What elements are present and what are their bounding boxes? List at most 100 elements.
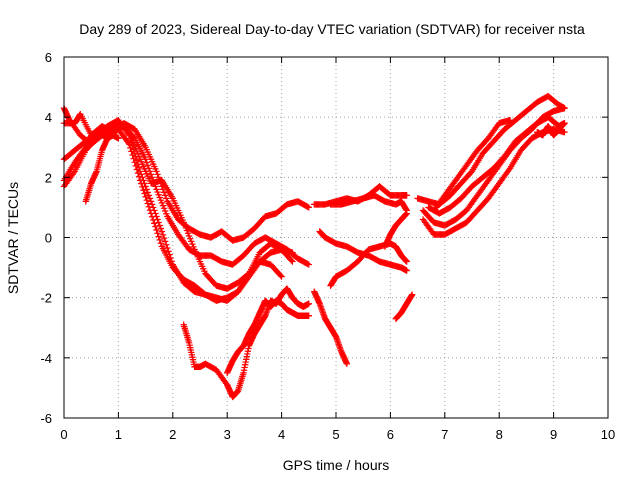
data-point xyxy=(288,257,295,264)
data-point xyxy=(158,183,166,190)
data-point xyxy=(154,171,161,178)
data-point xyxy=(146,168,154,175)
data-point xyxy=(142,193,149,201)
x-tick-label: 1 xyxy=(115,427,122,442)
data-point xyxy=(304,260,311,268)
data-point xyxy=(154,230,161,237)
data-point xyxy=(305,204,312,211)
data-point xyxy=(147,171,155,178)
data-point xyxy=(150,216,157,224)
data-point xyxy=(305,300,312,307)
data-point xyxy=(155,219,162,226)
axis-ticks xyxy=(63,56,609,419)
data-point xyxy=(144,189,151,196)
data-point xyxy=(126,141,133,148)
series-track-6 xyxy=(82,132,122,205)
data-point xyxy=(129,151,136,159)
data-point xyxy=(136,177,144,184)
data-point xyxy=(561,129,568,136)
series-track-5 xyxy=(60,110,312,244)
data-point xyxy=(165,248,172,255)
series-track-15 xyxy=(392,291,416,322)
data-point xyxy=(156,177,163,184)
series-track-20 xyxy=(430,116,514,214)
x-tick-label: 6 xyxy=(387,427,394,442)
data-point xyxy=(143,159,150,166)
data-point xyxy=(147,198,155,205)
data-point xyxy=(289,258,296,265)
data-point xyxy=(146,206,154,214)
data-point xyxy=(150,177,157,184)
data-point xyxy=(403,192,410,199)
series-track-9 xyxy=(311,288,351,368)
x-tick-label: 4 xyxy=(278,427,285,442)
y-tick-label: 2 xyxy=(45,170,52,185)
data-points xyxy=(60,92,568,401)
data-point xyxy=(142,156,149,163)
series-track-16 xyxy=(414,92,568,208)
data-point xyxy=(140,187,147,194)
data-point xyxy=(146,195,154,202)
data-point xyxy=(159,186,167,193)
data-point xyxy=(408,291,416,298)
data-point xyxy=(130,133,137,141)
data-point xyxy=(145,192,153,199)
data-point xyxy=(155,233,162,240)
data-point xyxy=(305,312,312,319)
data-point xyxy=(561,104,568,112)
data-point xyxy=(135,173,143,180)
series-track-8 xyxy=(224,297,312,377)
x-tick-label: 3 xyxy=(224,427,231,442)
data-point xyxy=(145,165,153,172)
data-point xyxy=(506,116,514,124)
data-point xyxy=(156,236,163,244)
data-point xyxy=(148,174,156,181)
data-point xyxy=(142,183,149,190)
data-point xyxy=(159,231,167,238)
data-point xyxy=(156,222,163,229)
y-tick-label: 0 xyxy=(45,231,52,246)
data-point xyxy=(151,180,158,187)
data-point xyxy=(160,234,168,242)
data-point xyxy=(144,200,151,207)
x-tick-label: 7 xyxy=(441,427,448,442)
x-tick-label: 9 xyxy=(550,427,557,442)
data-point xyxy=(143,196,150,204)
data-point xyxy=(127,144,134,152)
series-track-21 xyxy=(534,119,568,139)
data-point xyxy=(148,201,156,208)
y-tick-label: -4 xyxy=(40,351,52,366)
data-point xyxy=(278,273,285,280)
data-point xyxy=(150,204,157,211)
x-tick-label: 8 xyxy=(496,427,503,442)
data-point xyxy=(153,226,160,234)
y-tick-label: 4 xyxy=(45,110,52,125)
y-tick-label: 6 xyxy=(45,50,52,65)
series-track-12 xyxy=(327,192,410,214)
data-point xyxy=(151,220,158,227)
data-point xyxy=(343,360,351,368)
y-tick-labels: -6 -4 -2 0 2 4 6 xyxy=(40,50,52,426)
data-point xyxy=(505,166,513,174)
data-point xyxy=(147,210,155,217)
data-point xyxy=(304,203,311,211)
data-point xyxy=(157,180,165,187)
y-tick-label: -6 xyxy=(40,411,52,426)
data-point xyxy=(403,210,410,217)
data-point xyxy=(153,168,160,175)
x-tick-label: 2 xyxy=(169,427,176,442)
data-point xyxy=(164,244,171,252)
data-point xyxy=(130,155,137,162)
data-point xyxy=(561,119,568,127)
data-point xyxy=(139,183,146,191)
y-tick-label: -2 xyxy=(40,291,52,306)
x-axis-label: GPS time / hours xyxy=(283,457,390,473)
x-tick-label: 10 xyxy=(601,427,615,442)
y-axis-label: SDTVAR / TECUs xyxy=(5,182,21,294)
series-track-19 xyxy=(425,113,568,217)
data-point xyxy=(145,203,153,211)
x-tick-labels: 0 1 2 3 4 5 6 7 8 9 10 xyxy=(60,427,615,442)
data-point xyxy=(154,216,161,223)
x-tick-label: 0 xyxy=(60,427,67,442)
